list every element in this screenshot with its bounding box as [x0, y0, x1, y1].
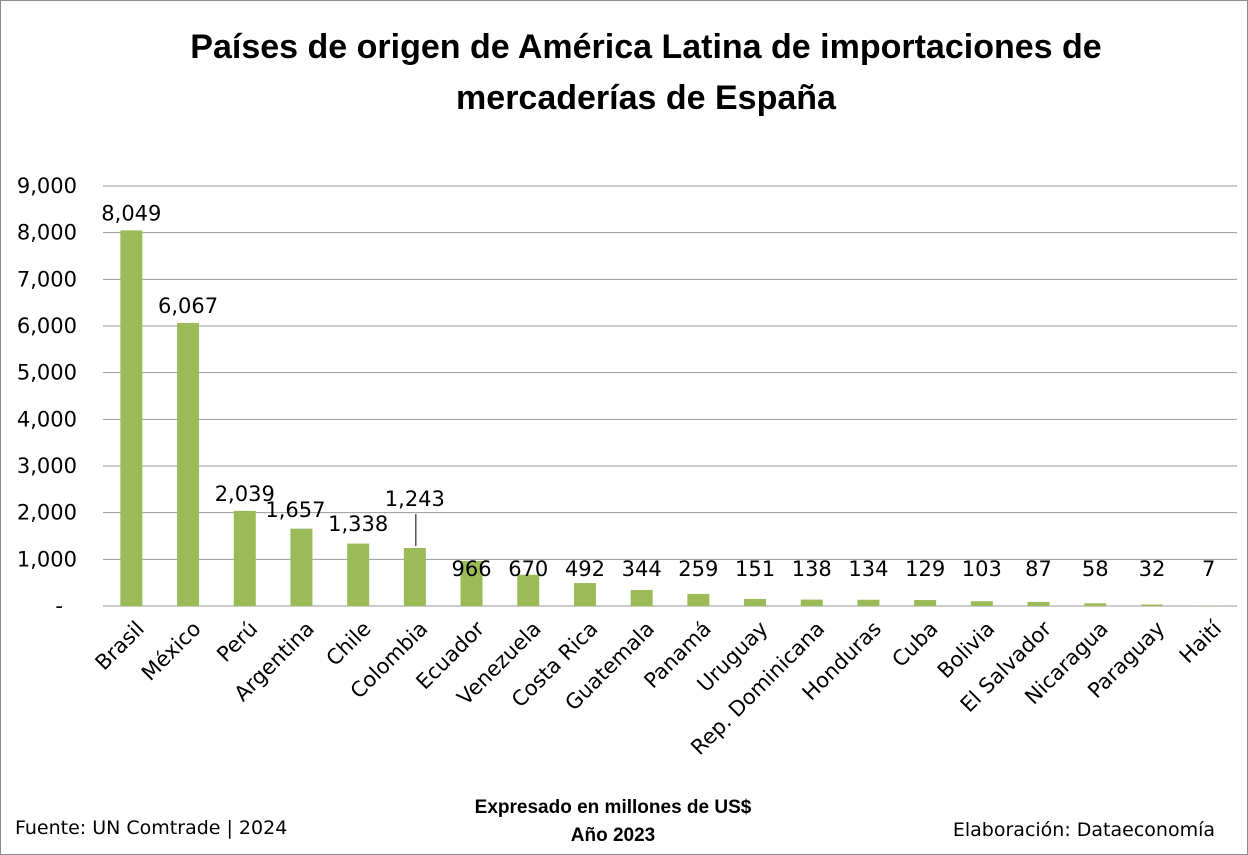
bar-costa-rica [573, 583, 596, 606]
data-label: 1,243 [385, 487, 445, 511]
data-label: 344 [622, 557, 662, 581]
data-label: 1,338 [328, 512, 388, 536]
data-label: 2,039 [215, 482, 275, 506]
data-label: 151 [735, 557, 775, 581]
chart-subtitle: Expresado en millones de US$ Año 2023 [413, 794, 813, 850]
data-label: 670 [508, 557, 548, 581]
bar-colombia [403, 547, 426, 606]
bar-brasil [120, 230, 143, 606]
y-tick-label: 9,000 [17, 174, 77, 198]
y-tick-label: 7,000 [17, 267, 77, 291]
data-label: 492 [565, 557, 605, 581]
data-label: 1,657 [265, 498, 325, 522]
chart-title: Países de origen de América Latina de im… [190, 28, 1101, 117]
y-tick-label: 2,000 [17, 501, 77, 525]
bar-ecuador [460, 560, 483, 606]
subtitle-line-year: Año 2023 [570, 825, 656, 846]
bar-argentina [290, 528, 313, 606]
y-tick-label: - [55, 594, 63, 618]
x-tick-label: México [137, 617, 206, 686]
data-label: 129 [905, 557, 945, 581]
y-tick-label: 3,000 [17, 454, 77, 478]
data-label: 103 [962, 557, 1002, 581]
bars [120, 230, 1220, 606]
data-label: 58 [1082, 557, 1109, 581]
x-tick-label: Perú [212, 617, 262, 667]
data-label: 966 [452, 557, 492, 581]
data-label: 6,067 [158, 294, 218, 318]
bar-per- [233, 510, 256, 606]
data-label: 87 [1025, 557, 1052, 581]
bar-nicaragua [1084, 603, 1107, 606]
title-line-1: Países de origen de América Latina de im… [190, 28, 1101, 66]
bar-bolivia [970, 601, 993, 606]
y-tick-label: 1,000 [17, 547, 77, 571]
x-tick-label: Haití [1175, 616, 1227, 668]
data-label: 134 [848, 557, 888, 581]
bar-rep-dominicana [800, 599, 823, 606]
bar-panam- [687, 593, 710, 606]
bar-el-salvador [1027, 601, 1050, 606]
credit-note: Elaboración: Dataeconomía [952, 819, 1215, 841]
y-tick-label: 5,000 [17, 361, 77, 385]
bar-m-xico [177, 322, 200, 606]
y-tick-label: 6,000 [17, 314, 77, 338]
source-note: Fuente: UN Comtrade | 2024 [15, 817, 288, 839]
bar-guatemala [630, 589, 653, 606]
y-axis-ticks: - 1,000 2,000 3,000 4,000 5,000 6,000 7,000 8,00… [17, 174, 77, 618]
bar-cuba [914, 599, 937, 606]
subtitle-line-units: Expresado en millones de US$ [474, 797, 752, 818]
x-tick-label: Chile [322, 617, 376, 671]
data-label: 8,049 [101, 201, 161, 225]
y-tick-label: 8,000 [17, 221, 77, 245]
gridlines [103, 185, 1237, 607]
data-label: 259 [678, 557, 718, 581]
bar-paraguay [1140, 604, 1163, 606]
data-label: 32 [1139, 557, 1166, 581]
title-line-2: mercaderías de España [456, 79, 837, 117]
data-label: 7 [1202, 557, 1215, 581]
bar-uruguay [744, 598, 767, 606]
bar-honduras [857, 599, 880, 606]
bar-venezuela [517, 574, 540, 606]
data-label: 138 [792, 557, 832, 581]
y-tick-label: 4,000 [17, 407, 77, 431]
bar-chile [347, 543, 370, 606]
